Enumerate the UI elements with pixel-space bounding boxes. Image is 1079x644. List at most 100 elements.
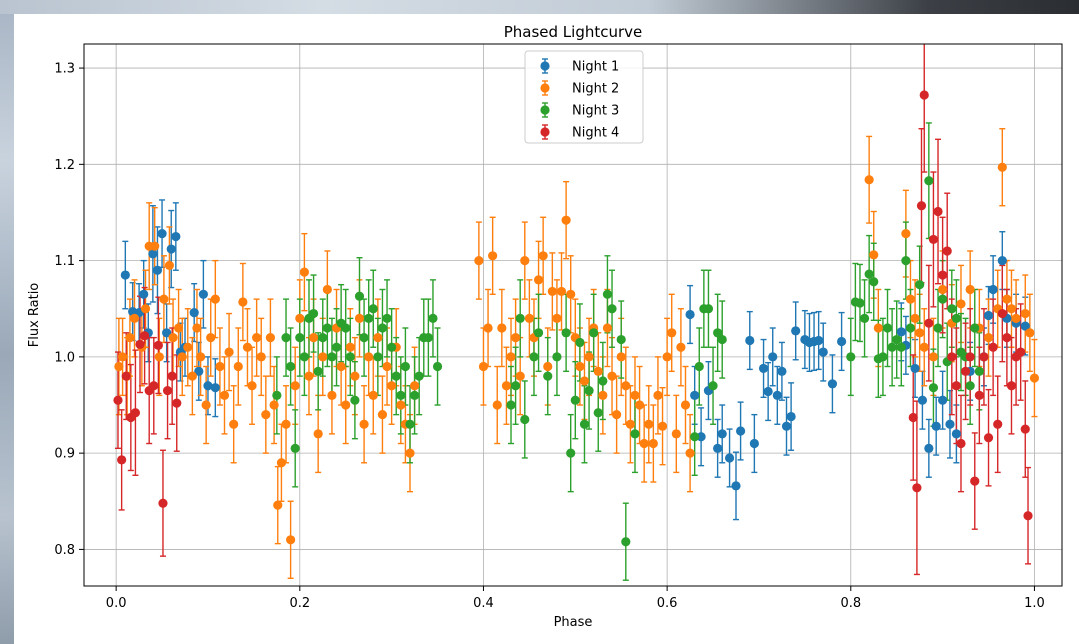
night-2-point [350,371,360,381]
night-2-point [533,275,544,285]
night-2-point [579,376,590,386]
night-2-point [556,286,567,297]
night-2-point [561,215,571,225]
night-3-point [901,256,911,266]
night-2-point [252,333,262,343]
legend-label: Night 4 [572,126,619,141]
night-2-point [497,323,507,333]
night-2-point [327,390,337,400]
night-1-point [731,481,741,491]
night-3-point [892,334,902,345]
night-3-point [703,304,714,314]
night-1-point [983,310,994,321]
night-1-point [203,381,213,391]
background-top-strip [0,0,1079,14]
night-4-point [993,419,1003,429]
x-tick-label: 0.6 [657,596,678,611]
night-3-point [331,342,342,352]
night-3-point [318,333,328,343]
night-2-point [129,313,140,323]
night-1-point [945,419,955,429]
night-2-point [247,381,257,391]
night-2-point [177,352,187,362]
night-3-point [428,313,438,323]
night-1-point [713,443,723,453]
night-3-point [579,419,590,429]
night-1-point [781,421,792,431]
y-axis-label: Flux Ratio [27,283,42,348]
night-1-point [189,307,199,318]
night-3-point [855,298,865,308]
night-2-point [196,352,206,362]
night-2-point [915,328,925,338]
y-axis-ticks: 0.8 0.9 1.0 1.1 1.2 1.3 [54,62,84,558]
night-1-point [837,336,847,347]
night-1-point [745,335,755,346]
night-2-point [653,390,663,400]
night-4-point [979,352,989,362]
night-3-point [570,395,580,405]
night-2-point [140,304,151,314]
legend-label: Night 2 [572,82,619,97]
night-2-point [488,251,498,261]
x-tick-label: 0.2 [289,596,310,611]
night-2-point [873,323,883,333]
night-2-point [598,390,608,400]
night-2-point [276,458,287,468]
night-2-point [1025,328,1035,338]
night-2-point [956,299,966,309]
night-2-point [685,448,695,458]
legend-marker [540,105,550,115]
night-3-point [368,304,378,314]
night-3-point [308,308,319,319]
night-3-point [887,342,897,352]
night-2-point [630,390,640,400]
night-2-point [405,448,415,458]
night-2-point [983,333,994,343]
night-4-point [947,352,957,362]
night-4-point [167,371,177,381]
figure: 0.0 0.2 0.4 0.6 0.8 1.0 0.8 0.9 1.0 1.1 1.2 1.3 Ph… [14,14,1079,644]
night-2-point [336,361,346,372]
night-4-point [1002,333,1012,343]
night-2-point [515,371,525,381]
night-3-point [694,361,704,372]
x-tick-label: 0.0 [106,596,127,611]
night-2-point [168,333,178,343]
phased-lightcurve-chart: 0.0 0.2 0.4 0.6 0.8 1.0 0.8 0.9 1.0 1.1 1.2 1.3 Ph… [27,23,1063,630]
night-3-point [859,313,870,323]
night-1-point [735,426,746,436]
night-4-point [974,390,984,400]
night-2-point [308,333,319,343]
night-2-point [607,371,617,381]
legend-label: Night 1 [572,60,619,75]
night-2-point [318,352,328,362]
night-2-point [229,419,239,429]
night-3-point [630,429,640,439]
night-2-point [905,294,916,304]
night-2-point [206,333,216,343]
x-axis-label: Phase [554,615,593,630]
night-4-point [928,234,939,245]
night-1-point [210,383,220,393]
night-3-point [869,277,879,287]
night-2-point [387,381,397,391]
night-2-point [474,256,484,266]
night-4-point [149,381,159,391]
night-3-point [616,334,626,345]
night-3-point [947,304,957,314]
night-2-point [219,390,230,400]
data-points [113,90,1040,547]
night-4-point [933,206,943,217]
night-3-point [621,537,631,547]
night-2-point [396,400,406,410]
night-2-point [676,342,686,352]
night-4-point [956,438,966,449]
night-1-point [139,289,149,299]
night-2-point [997,162,1007,172]
y-tick-label: 1.1 [54,254,75,269]
night-2-point [368,390,378,400]
night-3-point [515,313,525,323]
night-1-point [171,231,181,242]
night-1-point [696,432,706,442]
